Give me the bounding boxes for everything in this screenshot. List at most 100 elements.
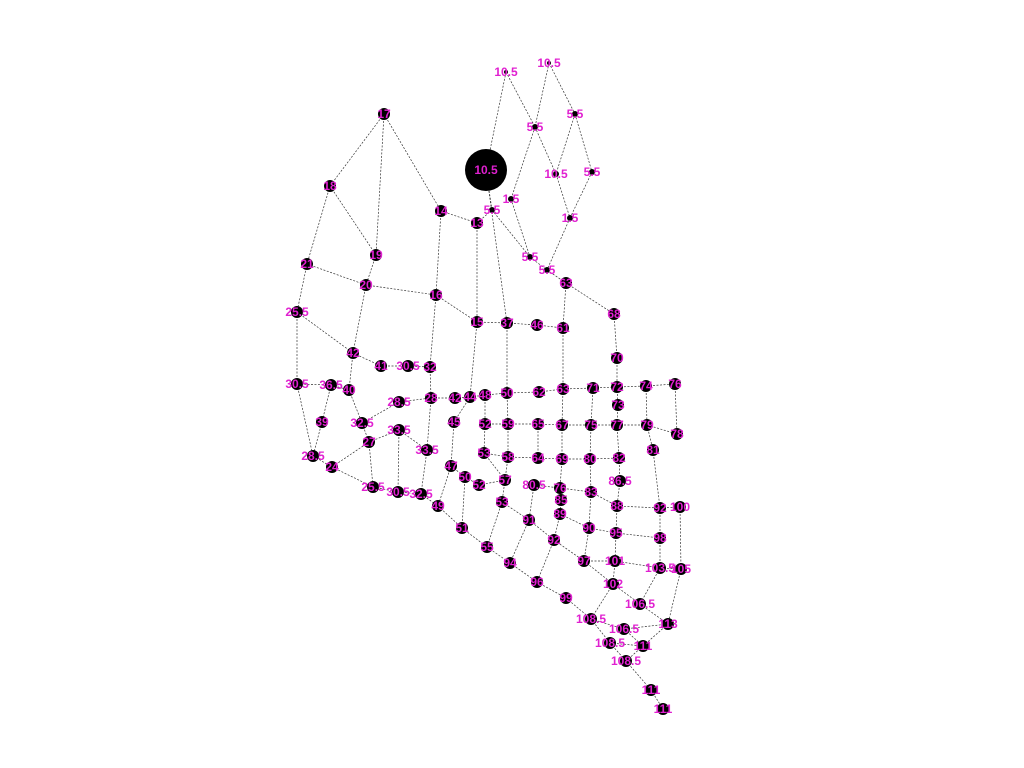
graph-edge: [674, 383, 678, 435]
graph-node: [620, 655, 632, 667]
graph-edge: [510, 198, 531, 258]
node-label: 25.5: [285, 305, 309, 319]
graph-node: [675, 563, 687, 575]
graph-node: [611, 500, 623, 512]
node-label: 91: [522, 513, 536, 527]
node-label: 46: [530, 318, 544, 332]
graph-node: [547, 61, 551, 65]
graph-edge: [454, 396, 471, 399]
graph-node: [556, 419, 568, 431]
graph-node: [424, 361, 436, 373]
node-label: 98: [653, 531, 667, 545]
graph-node: [378, 108, 390, 120]
node-label: 90: [582, 521, 596, 535]
graph-edge: [623, 623, 669, 630]
graph-edge: [435, 294, 478, 323]
graph-node: [324, 180, 336, 192]
graph-edge: [510, 126, 536, 200]
node-label: 85: [554, 493, 568, 507]
node-label: 64: [531, 451, 545, 465]
graph-edge: [375, 113, 385, 256]
graph-node: [425, 392, 437, 404]
node-label: 27: [362, 435, 376, 449]
graph-node: [557, 383, 569, 395]
graph-edge: [553, 539, 585, 562]
graph-edge: [491, 209, 531, 258]
node-label: 18: [323, 179, 337, 193]
graph-edge: [435, 210, 442, 296]
graph-node: [612, 399, 624, 411]
graph-node: [611, 419, 623, 431]
graph-node: [587, 382, 599, 394]
graph-node: [554, 508, 566, 520]
graph-node: [523, 514, 535, 526]
graph-node: [402, 360, 414, 372]
node-label: 49: [431, 499, 445, 513]
graph-edge: [534, 62, 550, 128]
node-label: 92: [653, 501, 667, 515]
graph-edge: [555, 113, 576, 175]
graph-node: [583, 522, 595, 534]
node-label: 80.5: [522, 478, 546, 492]
node-label: 76: [668, 377, 682, 391]
graph-node: [325, 379, 337, 391]
graph-node: [554, 482, 566, 494]
graph-node: [662, 618, 674, 630]
graph-edge: [536, 539, 555, 583]
graph-node: [291, 306, 303, 318]
graph-node: [556, 453, 568, 465]
graph-edge: [296, 263, 308, 313]
graph-edge: [486, 501, 503, 548]
graph-edge: [352, 284, 367, 354]
graph-node: [448, 416, 460, 428]
graph-node: [370, 249, 382, 261]
graph-node: [548, 534, 560, 546]
graph-edge: [667, 568, 682, 625]
node-label: 108.5: [576, 612, 606, 626]
graph-node: [532, 124, 538, 130]
graph-node: [502, 451, 514, 463]
graph-node: [531, 319, 543, 331]
node-label: 61: [556, 321, 570, 335]
node-label: 70: [610, 351, 624, 365]
node-label: 100: [670, 500, 690, 514]
node-label: 99: [559, 591, 573, 605]
node-label: 101: [605, 554, 625, 568]
node-label: 37: [500, 316, 514, 330]
node-label: 74: [639, 379, 653, 393]
graph-node: [502, 418, 514, 430]
graph-node: [393, 396, 405, 408]
node-label: 1.5: [562, 211, 579, 225]
node-label: 96: [530, 575, 544, 589]
graph-edge: [505, 71, 536, 128]
graph-edge: [437, 465, 452, 507]
node-label: 62: [532, 385, 546, 399]
graph-edge: [365, 284, 437, 296]
node-label: 102: [603, 577, 623, 591]
node-label: 111: [634, 639, 653, 653]
graph-node: [435, 205, 447, 217]
graph-node: [641, 419, 653, 431]
graph-node: [634, 598, 646, 610]
graph-edge: [329, 113, 385, 187]
node-label: 73: [611, 398, 625, 412]
node-label: 50: [500, 386, 514, 400]
graph-edge: [464, 476, 480, 486]
graph-node: [465, 149, 507, 191]
graph-edge: [361, 401, 400, 424]
node-label: 55: [480, 540, 494, 554]
node-label: 30.5: [285, 377, 309, 391]
node-label: 108.5: [611, 654, 641, 668]
graph-node: [654, 502, 666, 514]
graph-node: [527, 254, 533, 260]
node-label: 5.5: [567, 107, 584, 121]
graph-edge: [616, 505, 661, 509]
graph-edge: [569, 171, 593, 219]
node-label: 44: [463, 390, 477, 404]
node-label: 111: [654, 702, 673, 716]
node-label: 106.5: [609, 622, 639, 636]
graph-node: [610, 527, 622, 539]
graph-edge: [546, 217, 571, 271]
node-label: 41: [374, 359, 388, 373]
graph-node: [607, 578, 619, 590]
